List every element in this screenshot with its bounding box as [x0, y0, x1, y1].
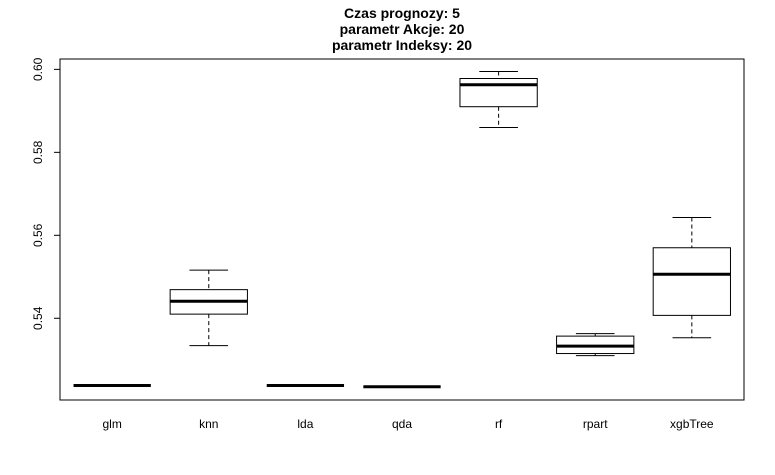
box-knn — [169, 269, 248, 347]
box-iqr — [459, 77, 538, 108]
y-tick-label: 0.60 — [31, 57, 45, 81]
chart-title-line: parametr Akcje: 20 — [340, 21, 465, 37]
y-tick-label: 0.56 — [31, 223, 45, 247]
x-tick-label: qda — [392, 417, 412, 431]
y-tick-label: 0.58 — [31, 140, 45, 164]
x-tick-label: rpart — [583, 417, 608, 431]
chart-title-line: Czas prognozy: 5 — [344, 5, 460, 21]
x-tick-label: knn — [199, 417, 218, 431]
chart-title-line: parametr Indeksy: 20 — [332, 37, 472, 53]
plot-frame — [59, 58, 745, 401]
y-tick-label: 0.54 — [31, 306, 45, 330]
box-rpart — [556, 333, 635, 357]
y-axis: 0.54 0.56 0.58 0.60 — [31, 57, 60, 330]
box-iqr — [652, 247, 731, 316]
boxes — [73, 70, 731, 389]
x-tick-label: rf — [495, 417, 503, 431]
x-tick-label: xgbTree — [670, 417, 714, 431]
box-rf — [459, 70, 538, 128]
x-axis: glm knn lda qda rf rpart xgbTree — [102, 417, 713, 431]
box-xgbTree — [652, 216, 731, 339]
x-tick-label: lda — [297, 417, 313, 431]
x-tick-label: glm — [102, 417, 121, 431]
